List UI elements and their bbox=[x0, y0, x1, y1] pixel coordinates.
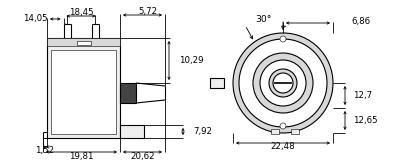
Circle shape bbox=[280, 123, 286, 129]
Bar bbox=[291, 129, 299, 134]
Circle shape bbox=[260, 60, 306, 106]
Circle shape bbox=[280, 36, 286, 42]
Text: 7,92: 7,92 bbox=[193, 127, 212, 136]
Text: 18,45: 18,45 bbox=[69, 7, 93, 16]
Circle shape bbox=[269, 69, 297, 97]
Circle shape bbox=[233, 33, 333, 133]
Text: 20,62: 20,62 bbox=[130, 152, 155, 161]
Bar bbox=[76, 41, 90, 45]
Bar bbox=[51, 50, 116, 134]
Text: 14,05: 14,05 bbox=[23, 13, 47, 23]
Text: 12,7: 12,7 bbox=[353, 91, 372, 100]
Text: 10,29: 10,29 bbox=[179, 56, 204, 65]
Text: 30°: 30° bbox=[255, 14, 271, 24]
Bar bbox=[120, 125, 144, 138]
Bar bbox=[210, 78, 224, 88]
Circle shape bbox=[239, 39, 327, 127]
Bar bbox=[271, 129, 279, 134]
Bar bbox=[120, 83, 136, 103]
Text: 22,48: 22,48 bbox=[271, 142, 295, 152]
Text: 1,52: 1,52 bbox=[36, 147, 54, 156]
Bar bbox=[47, 38, 120, 138]
Circle shape bbox=[253, 53, 313, 113]
Text: 6,86: 6,86 bbox=[351, 16, 370, 26]
Text: 12,65: 12,65 bbox=[353, 116, 378, 125]
Text: 19,81: 19,81 bbox=[69, 152, 94, 161]
Text: 5,72: 5,72 bbox=[138, 6, 157, 15]
Circle shape bbox=[273, 73, 293, 93]
Bar bbox=[47, 38, 120, 46]
